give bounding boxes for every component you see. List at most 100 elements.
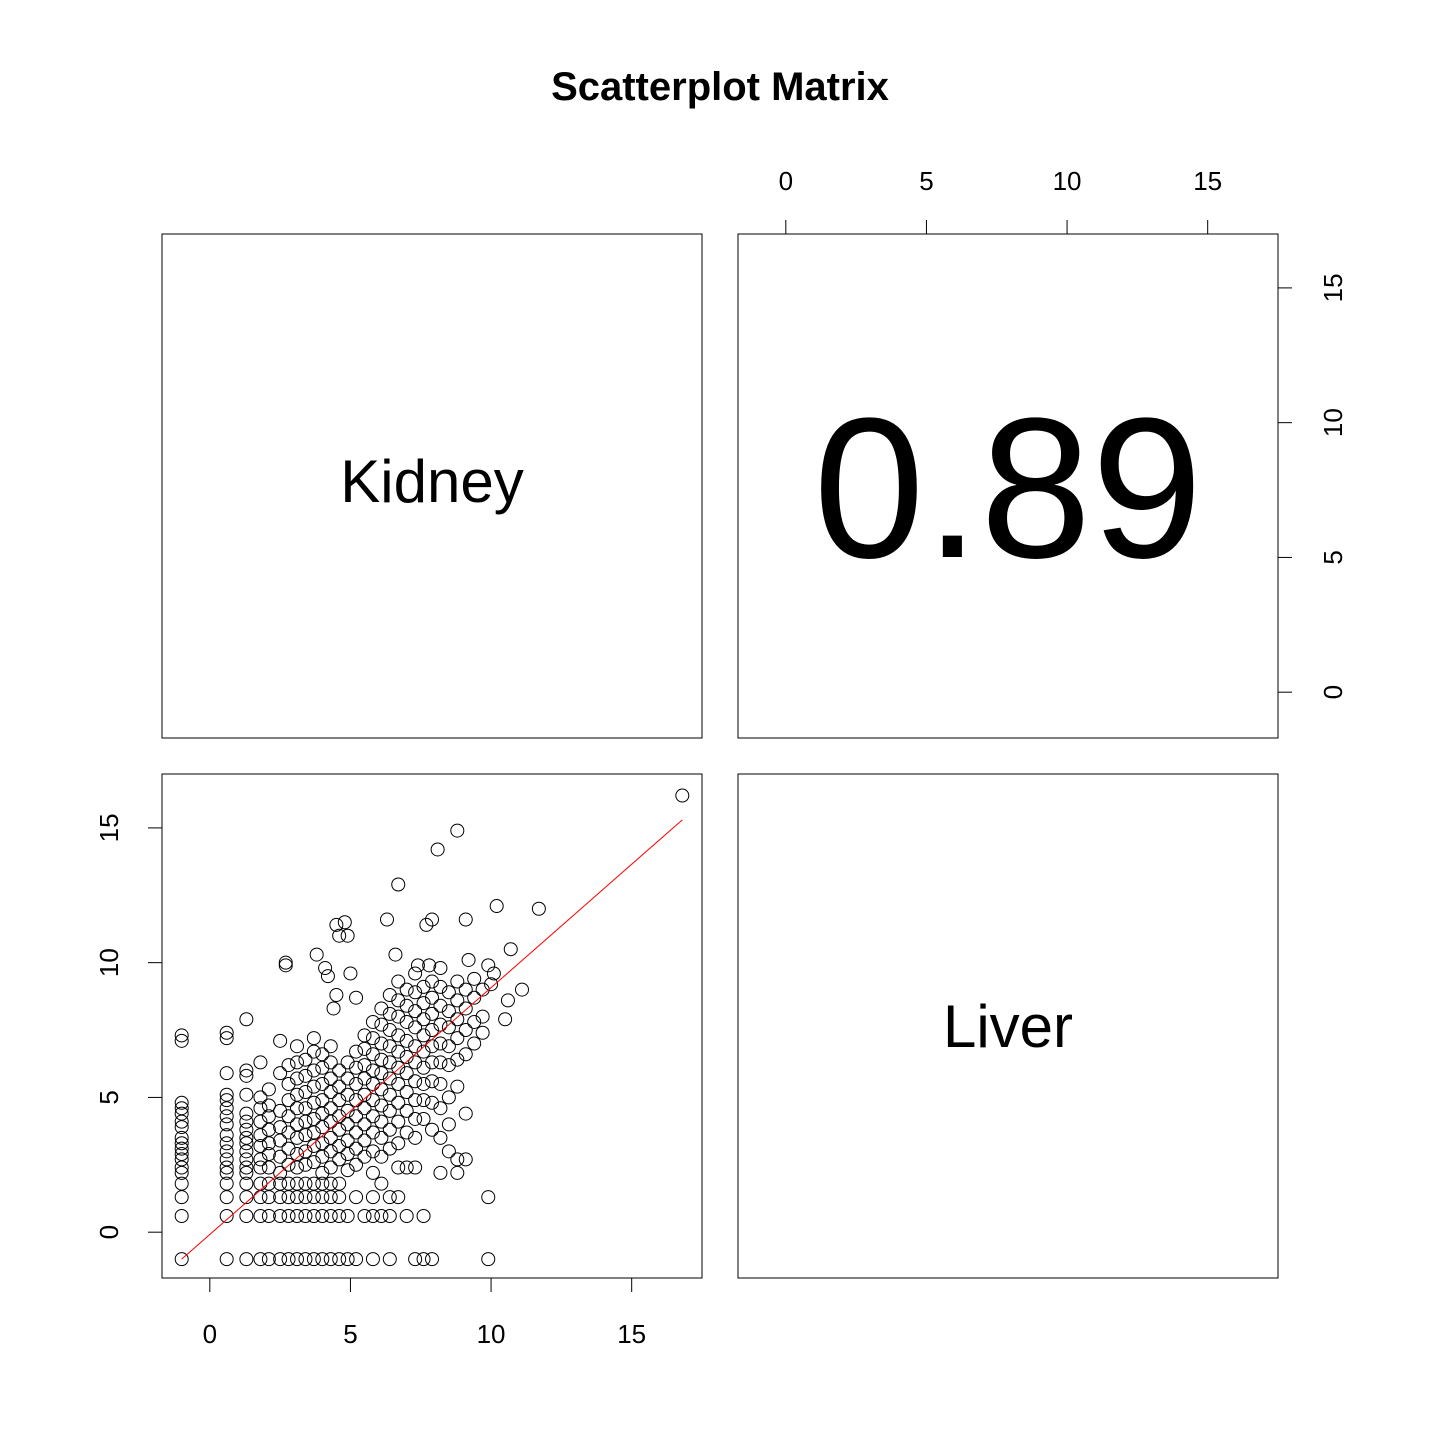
x-tick-label-bottom: 10 bbox=[477, 1319, 506, 1349]
scatter-point bbox=[451, 1153, 464, 1166]
scatter-point bbox=[307, 1177, 320, 1190]
scatter-point bbox=[375, 1177, 388, 1190]
scatter-point bbox=[307, 1253, 320, 1266]
scatter-point bbox=[254, 1210, 267, 1223]
scatter-point bbox=[240, 1069, 253, 1082]
scatter-point bbox=[262, 1083, 275, 1096]
scatter-point bbox=[434, 1166, 447, 1179]
scatter-point bbox=[409, 1075, 422, 1088]
x-axis-bottom: 0 5 10 15 bbox=[203, 1278, 647, 1349]
scatter-point bbox=[431, 843, 444, 856]
scatter-point bbox=[420, 918, 433, 931]
scatter-point bbox=[333, 1064, 346, 1077]
scatter-point bbox=[282, 1210, 295, 1223]
scatter-point bbox=[240, 1131, 253, 1144]
y-tick-label-left: 15 bbox=[94, 813, 124, 842]
scatter-point bbox=[220, 1253, 233, 1266]
scatter-point bbox=[220, 1110, 233, 1123]
scatter-point bbox=[451, 1166, 464, 1179]
x-axis-top: 0 5 10 15 bbox=[779, 166, 1223, 234]
scatter-point bbox=[254, 1177, 267, 1190]
scatter-point bbox=[417, 1210, 430, 1223]
scatter-point bbox=[358, 1118, 371, 1131]
scatter-point bbox=[490, 900, 503, 913]
scatter-point bbox=[307, 1045, 320, 1058]
y-tick-label-right: 5 bbox=[1318, 550, 1348, 564]
scatter-point bbox=[291, 1056, 304, 1069]
scatter-point bbox=[279, 959, 292, 972]
scatter-point bbox=[392, 1161, 405, 1174]
y-tick-label-right: 10 bbox=[1318, 408, 1348, 437]
scatter-point bbox=[240, 1107, 253, 1120]
scatter-point bbox=[299, 1158, 312, 1171]
variable-label-liver: Liver bbox=[943, 993, 1073, 1060]
scatter-point bbox=[240, 1088, 253, 1101]
scatter-point bbox=[383, 1253, 396, 1266]
scatter-point bbox=[350, 1126, 363, 1139]
scatter-point bbox=[220, 1161, 233, 1174]
scatter-point bbox=[291, 1210, 304, 1223]
scatter-point bbox=[358, 1210, 371, 1223]
scatter-point bbox=[451, 1080, 464, 1093]
scatter-point bbox=[341, 929, 354, 942]
chart-title: Scatterplot Matrix bbox=[551, 65, 889, 109]
scatter-point bbox=[417, 1094, 430, 1107]
scatter-point bbox=[175, 1029, 188, 1042]
scatter-point bbox=[175, 1191, 188, 1204]
scatter-point bbox=[282, 1177, 295, 1190]
scatter-point bbox=[501, 994, 514, 1007]
scatter-point bbox=[442, 1040, 455, 1053]
scatter-point bbox=[451, 975, 464, 988]
scatter-point bbox=[442, 1091, 455, 1104]
y-tick-label-left: 0 bbox=[94, 1225, 124, 1239]
scatter-point bbox=[392, 1096, 405, 1109]
scatter-point bbox=[341, 1210, 354, 1223]
scatter-point bbox=[330, 989, 343, 1002]
scatter-point bbox=[327, 1002, 340, 1015]
scatter-point bbox=[254, 1161, 267, 1174]
scatter-point bbox=[316, 1094, 329, 1107]
scatter-point bbox=[291, 1118, 304, 1131]
scatter-point bbox=[434, 1056, 447, 1069]
scatter-point bbox=[240, 1115, 253, 1128]
scatter-point bbox=[459, 1024, 472, 1037]
scatter-point bbox=[240, 1191, 253, 1204]
scatter-point bbox=[409, 1094, 422, 1107]
scatter-point bbox=[254, 1253, 267, 1266]
x-tick-label-top: 0 bbox=[779, 166, 793, 196]
x-tick-label-bottom: 15 bbox=[617, 1319, 646, 1349]
scatter-point bbox=[299, 1177, 312, 1190]
scatter-point bbox=[366, 1253, 379, 1266]
scatter-point bbox=[426, 1075, 439, 1088]
scatter-point bbox=[350, 1045, 363, 1058]
scatter-point bbox=[434, 962, 447, 975]
scatter-point bbox=[341, 1253, 354, 1266]
scatter-point bbox=[381, 913, 394, 926]
scatter-point bbox=[240, 1161, 253, 1174]
scatter-point bbox=[482, 1253, 495, 1266]
scatter-point bbox=[324, 1177, 337, 1190]
scatter-point bbox=[459, 1002, 472, 1015]
scatter-point bbox=[434, 1131, 447, 1144]
scatter-point bbox=[299, 1210, 312, 1223]
scatter-point bbox=[358, 1029, 371, 1042]
scatter-point bbox=[240, 1064, 253, 1077]
scatter-point bbox=[175, 1034, 188, 1047]
scatter-point bbox=[220, 1137, 233, 1150]
y-tick-label-left: 10 bbox=[94, 948, 124, 977]
scatter-point bbox=[299, 1053, 312, 1066]
scatter-point bbox=[400, 1086, 413, 1099]
scatter-point bbox=[240, 1210, 253, 1223]
scatter-point bbox=[417, 1077, 430, 1090]
scatter-point bbox=[392, 878, 405, 891]
scatter-point bbox=[532, 902, 545, 915]
x-tick-label-top: 5 bbox=[919, 166, 933, 196]
scatter-point bbox=[426, 1123, 439, 1136]
scatter-point bbox=[175, 1161, 188, 1174]
scatter-points bbox=[175, 789, 689, 1266]
scatter-point bbox=[333, 1210, 346, 1223]
y-tick-label-left: 5 bbox=[94, 1090, 124, 1104]
scatter-point bbox=[459, 1153, 472, 1166]
scatter-point bbox=[409, 967, 422, 980]
